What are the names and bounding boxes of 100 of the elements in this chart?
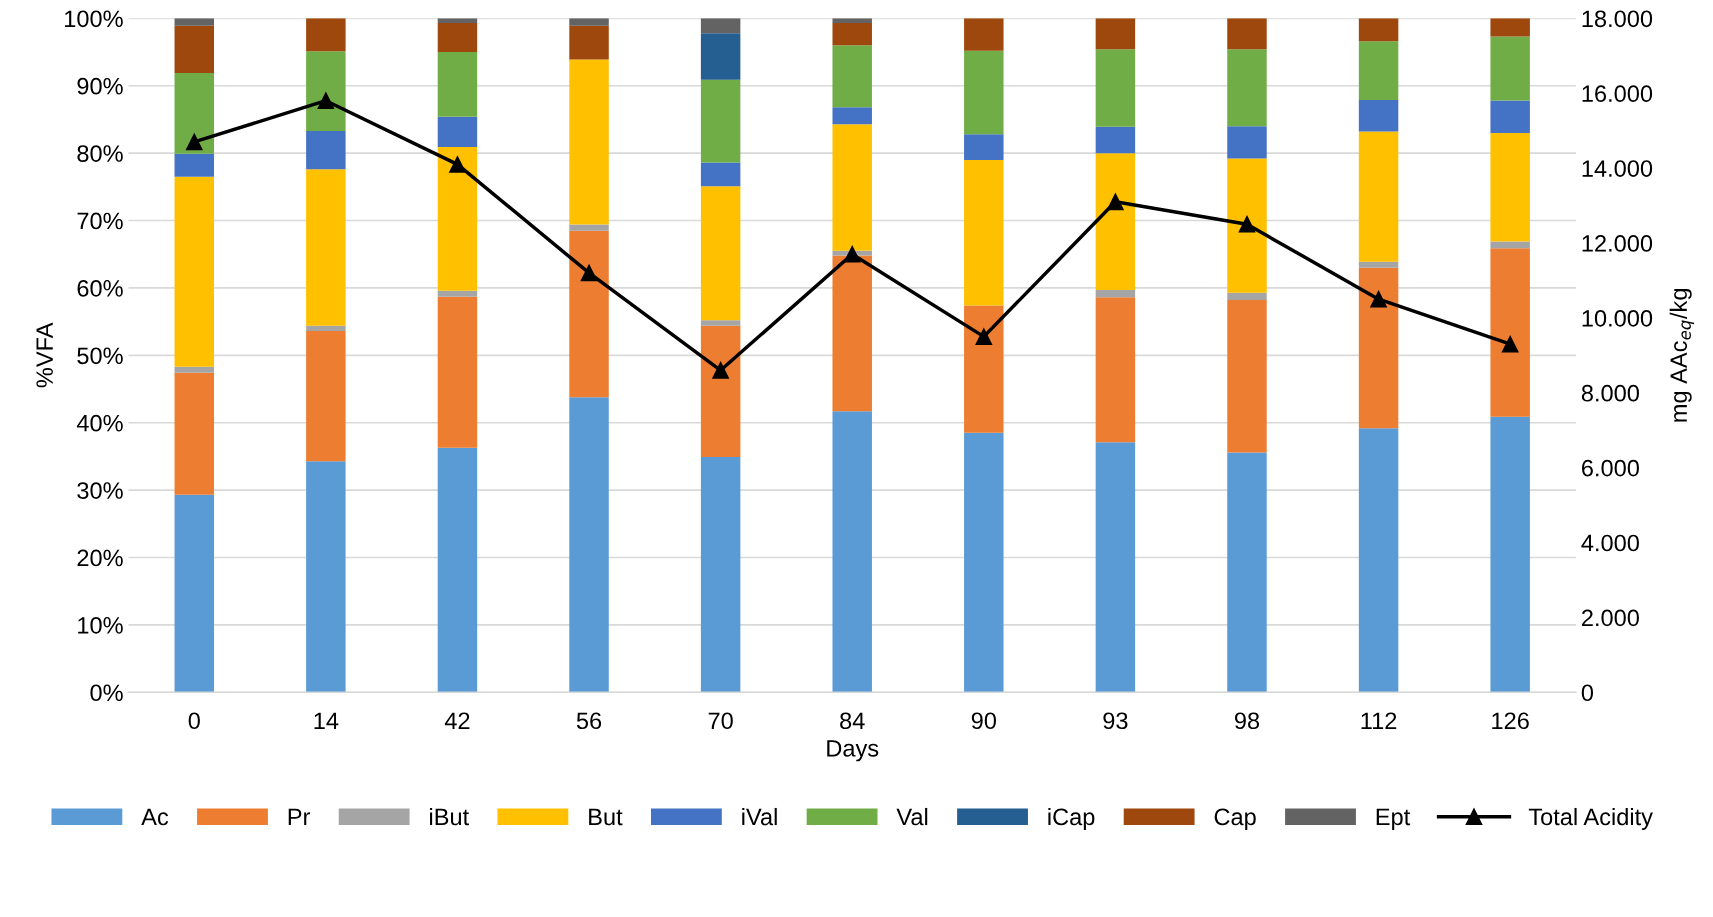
bar (700, 457, 741, 693)
bar (1095, 49, 1136, 127)
bar (1095, 18, 1136, 50)
x-tick-label: 84 (840, 712, 865, 730)
bar (700, 186, 741, 321)
bar (174, 494, 215, 693)
bar (700, 320, 741, 326)
y-tick-label: 50% (77, 347, 123, 365)
bar (569, 18, 609, 26)
bar (437, 290, 478, 297)
point (1107, 193, 1124, 211)
legend-label: iCap (1048, 807, 1095, 830)
bar (1358, 131, 1399, 262)
bar (174, 25, 215, 73)
bar (174, 366, 215, 373)
bar (1095, 153, 1136, 290)
y2-tick-label: 2.000 (1582, 609, 1639, 627)
bar (437, 147, 478, 291)
bar (964, 159, 1004, 306)
y-tick-label: 60% (77, 280, 123, 297)
bar (1490, 18, 1530, 37)
y-axis-title: %VFA (36, 322, 53, 388)
y-tick-label: 10% (78, 617, 123, 634)
bar (174, 72, 215, 154)
legend-label: Total Acidity (1528, 807, 1653, 830)
bar (964, 50, 1004, 135)
y-tick-label: 90% (77, 77, 123, 95)
bar (964, 134, 1004, 160)
x-tick-label: 42 (444, 712, 470, 729)
bar (1358, 41, 1399, 100)
x-tick-label: 93 (1103, 712, 1128, 730)
bar (569, 25, 609, 60)
x-tick-label: 56 (576, 712, 602, 730)
legend-label: Ac (141, 808, 169, 826)
bar (569, 397, 609, 693)
bar (1227, 300, 1267, 453)
bar (964, 305, 1004, 433)
bar (1358, 428, 1399, 693)
point (449, 156, 466, 173)
y2-tick-label: 14.000 (1582, 160, 1653, 177)
bar (832, 45, 872, 108)
y2-axis-title: mg AAc$_{eq}$/kg (1669, 289, 1695, 422)
bar (1358, 99, 1399, 132)
bar (569, 224, 609, 231)
y2-tick-label: 16.000 (1582, 85, 1653, 103)
bar (1490, 36, 1530, 101)
bar (700, 325, 741, 458)
point (317, 92, 335, 110)
x-tick-label: 90 (971, 712, 997, 730)
bar (1227, 292, 1267, 301)
bar (306, 18, 346, 52)
bar (569, 230, 609, 398)
x-axis-title: Days (827, 740, 879, 762)
bar (1095, 126, 1136, 154)
bar (832, 124, 872, 251)
legend-label: iVal (742, 807, 777, 826)
bar (306, 331, 346, 462)
bar (306, 325, 346, 332)
bar (700, 79, 741, 163)
point (712, 361, 729, 379)
bar (1227, 126, 1267, 159)
point (1238, 215, 1256, 233)
bar (174, 372, 215, 495)
y-tick-label: 30% (77, 482, 123, 499)
y2-tick-label: 10.000 (1582, 309, 1653, 327)
bar (1227, 18, 1267, 50)
bar (700, 162, 741, 187)
bar (437, 447, 478, 693)
point (580, 264, 598, 282)
bar (306, 130, 346, 170)
bar (437, 116, 478, 148)
bar (1490, 248, 1530, 417)
legend-label: Pr (288, 808, 311, 826)
bar (569, 59, 609, 225)
x-tick-label: 0 (188, 712, 200, 730)
bar (437, 296, 478, 448)
legend-label: Ept (1376, 808, 1411, 830)
bar (306, 169, 346, 326)
y-tick-label: 100% (65, 10, 123, 28)
bar (700, 18, 741, 34)
bar (964, 432, 1004, 693)
bar (437, 52, 478, 117)
x-tick-label: 14 (314, 712, 339, 729)
bar (174, 153, 215, 177)
y2-tick-label: 18.000 (1582, 10, 1653, 28)
bar (174, 176, 215, 367)
bar (1095, 442, 1136, 693)
y2-tick-label: 8.000 (1581, 384, 1639, 402)
bar (306, 461, 346, 693)
bar (832, 255, 872, 412)
y-tick-label: 40% (76, 414, 123, 432)
y-tick-label: 0% (90, 684, 123, 702)
y2-tick-label: 12.000 (1582, 235, 1653, 252)
bar (1358, 267, 1399, 429)
bar (306, 51, 346, 131)
bar (1490, 416, 1530, 693)
bar (700, 33, 741, 80)
y2-tick-label: 0 (1581, 684, 1594, 702)
bar (832, 107, 872, 125)
bar (1227, 452, 1267, 693)
